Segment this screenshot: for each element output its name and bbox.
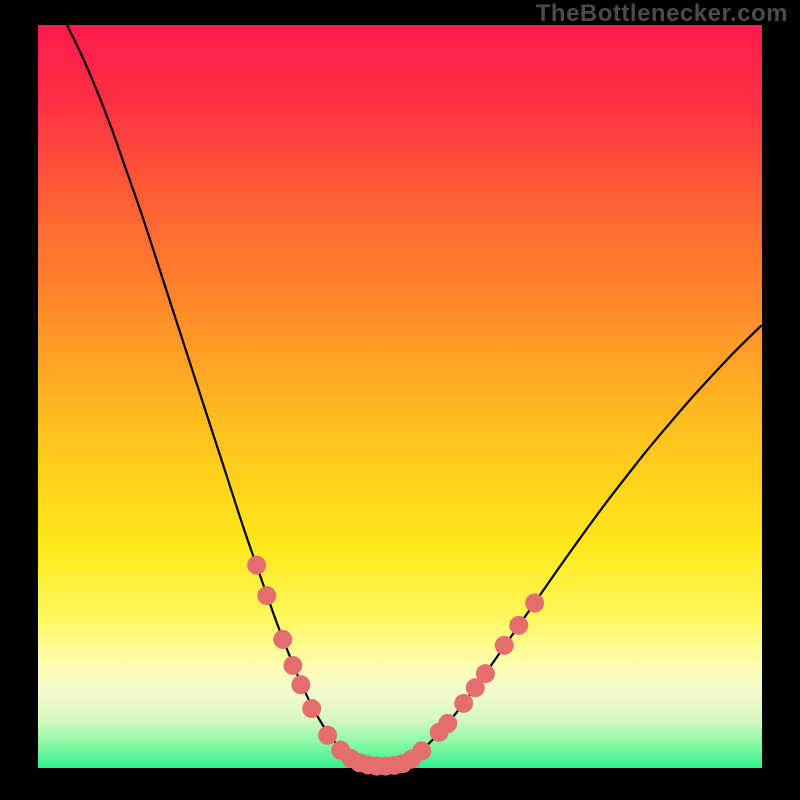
data-marker bbox=[247, 556, 266, 575]
data-marker bbox=[509, 616, 528, 635]
bottleneck-curve-chart bbox=[0, 0, 800, 800]
data-marker bbox=[291, 675, 310, 694]
data-marker bbox=[257, 586, 276, 605]
data-marker bbox=[525, 594, 544, 613]
data-marker bbox=[283, 656, 302, 675]
data-marker bbox=[476, 664, 495, 683]
data-marker bbox=[454, 694, 473, 713]
data-marker bbox=[438, 714, 457, 733]
markers-group bbox=[247, 556, 544, 776]
bottleneck-curve bbox=[67, 25, 762, 766]
data-marker bbox=[412, 741, 431, 760]
data-marker bbox=[495, 636, 514, 655]
curve-group bbox=[67, 25, 762, 766]
data-marker bbox=[273, 630, 292, 649]
data-marker bbox=[302, 699, 321, 718]
data-marker bbox=[318, 726, 337, 745]
